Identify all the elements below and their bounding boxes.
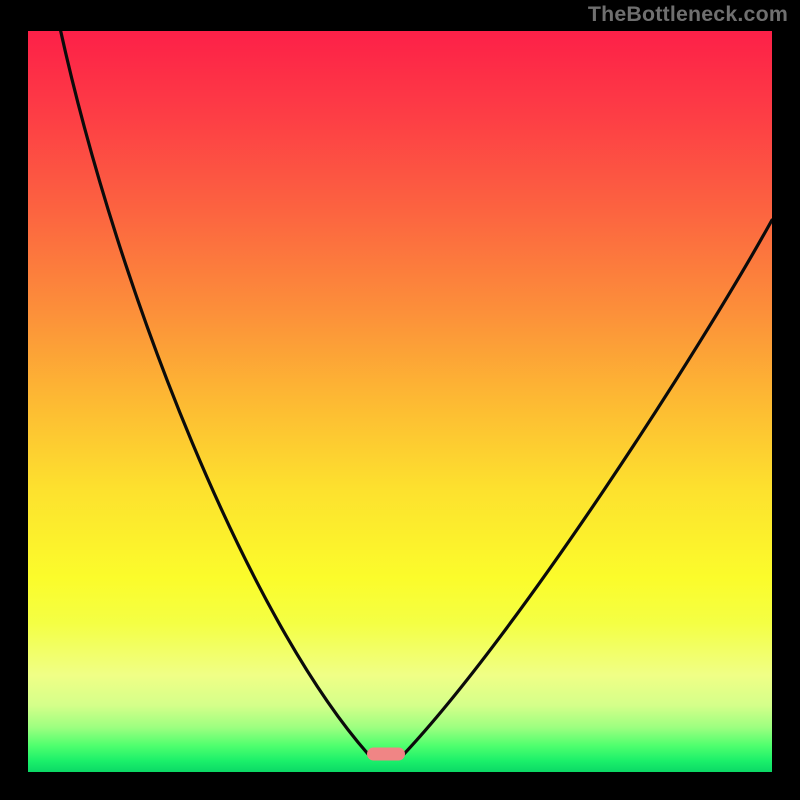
stage: TheBottleneck.com: [0, 0, 800, 800]
watermark-text: TheBottleneck.com: [588, 2, 788, 27]
chart-svg: [0, 0, 800, 800]
minimum-marker: [367, 748, 405, 761]
plot-background: [28, 28, 772, 772]
plot-top-border: [28, 28, 772, 31]
